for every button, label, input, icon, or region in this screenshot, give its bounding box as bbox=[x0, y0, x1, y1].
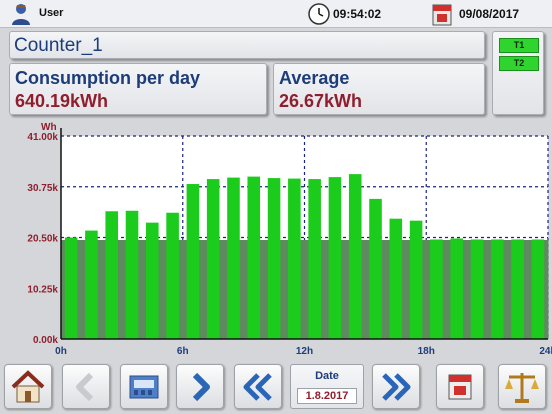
bar bbox=[430, 239, 443, 339]
calendar-button[interactable] bbox=[436, 364, 484, 409]
time-display: 09:54:02 bbox=[333, 7, 382, 21]
bar bbox=[166, 212, 179, 339]
date-selector[interactable]: Date 1.8.2017 bbox=[290, 364, 364, 409]
bar bbox=[531, 239, 545, 339]
average-label: Average bbox=[279, 68, 350, 88]
bar bbox=[206, 179, 220, 339]
back-arrow-icon bbox=[76, 372, 94, 401]
calendar-icon bbox=[432, 4, 452, 26]
clock-icon bbox=[308, 3, 330, 25]
y-tick-label: 41.00k bbox=[27, 132, 58, 143]
home-icon bbox=[11, 369, 45, 402]
bar bbox=[146, 222, 159, 339]
bar bbox=[328, 177, 342, 339]
next-button[interactable] bbox=[176, 364, 224, 409]
bar bbox=[125, 210, 139, 339]
tariff-t1-button[interactable]: T1 bbox=[499, 38, 539, 53]
chart-svg: 0.00k 10.25k 20.50k 30.75k 41.00k 0h 6h 12h 18h 2… bbox=[27, 122, 552, 357]
bar bbox=[450, 238, 463, 339]
fast-forward-icon bbox=[382, 372, 411, 401]
scale-button[interactable] bbox=[498, 364, 546, 409]
user-label: User bbox=[39, 7, 64, 19]
bar bbox=[389, 218, 403, 339]
scale-icon bbox=[505, 372, 539, 403]
y-tick-label: 0.00k bbox=[33, 335, 58, 346]
bar bbox=[105, 211, 119, 339]
consumption-label: Consumption per day bbox=[15, 68, 201, 88]
fast-back-icon bbox=[243, 372, 272, 401]
x-tick-label: 0h bbox=[55, 346, 67, 357]
average-panel: Average 26.67kWh bbox=[273, 63, 485, 115]
device-icon bbox=[129, 375, 159, 398]
date-display: 09/08/2017 bbox=[459, 7, 520, 21]
y-tick-label: 30.75k bbox=[27, 183, 58, 194]
bar bbox=[470, 239, 484, 339]
counter-panel: Counter_1 bbox=[9, 31, 485, 59]
next-arrow-icon bbox=[192, 372, 210, 401]
bottom-toolbar: Date 1.8.2017 bbox=[0, 360, 552, 414]
counter-title: Counter_1 bbox=[14, 35, 103, 56]
bar bbox=[490, 239, 504, 339]
fast-back-button[interactable] bbox=[234, 364, 282, 409]
y-axis-label: Wh bbox=[41, 122, 57, 133]
y-tick-label: 10.25k bbox=[27, 284, 58, 295]
consumption-value: 640.19kWh bbox=[15, 91, 109, 111]
device-button[interactable] bbox=[120, 364, 168, 409]
bar bbox=[227, 177, 240, 339]
x-tick-label: 6h bbox=[177, 346, 189, 357]
home-button[interactable] bbox=[4, 364, 52, 409]
bar bbox=[267, 178, 281, 339]
bar bbox=[409, 220, 423, 339]
consumption-chart: 0.00k 10.25k 20.50k 30.75k 41.00k 0h 6h 12h 18h 2… bbox=[0, 118, 552, 360]
bar bbox=[288, 178, 301, 339]
tariff-panel: T1 T2 bbox=[492, 31, 544, 115]
top-bar: User 09:54:02 09/08/2017 bbox=[0, 0, 552, 28]
date-selector-label: Date bbox=[315, 370, 339, 382]
bar bbox=[308, 179, 321, 339]
bar bbox=[369, 198, 382, 339]
bar bbox=[348, 174, 362, 339]
x-tick-label: 12h bbox=[296, 346, 313, 357]
x-tick-label: 18h bbox=[418, 346, 435, 357]
bar bbox=[85, 230, 98, 339]
bar bbox=[186, 184, 200, 339]
bar bbox=[247, 176, 261, 339]
tariff-t2-button[interactable]: T2 bbox=[499, 56, 539, 71]
fast-forward-button[interactable] bbox=[372, 364, 420, 409]
y-tick-label: 20.50k bbox=[27, 234, 58, 245]
bar bbox=[511, 239, 524, 339]
average-value: 26.67kWh bbox=[279, 91, 363, 111]
calendar-icon bbox=[448, 374, 472, 399]
user-icon[interactable] bbox=[10, 2, 32, 26]
consumption-panel: Consumption per day 640.19kWh bbox=[9, 63, 267, 115]
date-selector-value[interactable]: 1.8.2017 bbox=[297, 388, 357, 404]
bar bbox=[64, 237, 78, 339]
x-tick-label: 24h bbox=[539, 346, 552, 357]
back-button[interactable] bbox=[62, 364, 110, 409]
